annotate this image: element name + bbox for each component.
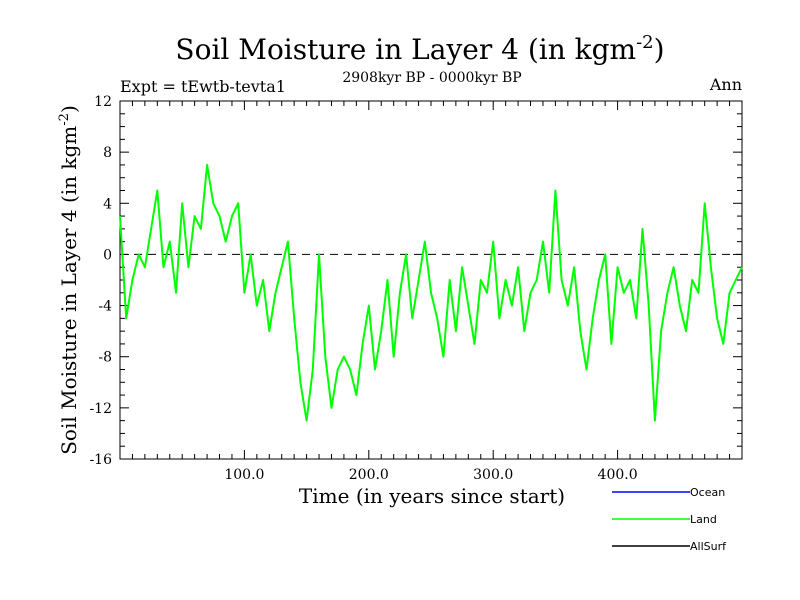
y-tick-label: -4 (98, 299, 112, 315)
axis-ticks (120, 100, 742, 460)
legend-label-ocean: Ocean (690, 486, 725, 499)
x-tick-label: 400.0 (598, 467, 638, 483)
x-tick-label: 300.0 (473, 467, 513, 483)
period-label: 2908kyr BP - 0000kyr BP (342, 70, 521, 86)
y-tick-label: -16 (89, 452, 112, 468)
legend-label-allsurf: AllSurf (690, 540, 727, 553)
y-tick-label: 0 (103, 247, 112, 263)
y-tick-label: 4 (103, 196, 112, 212)
y-tick-label: 8 (103, 145, 112, 161)
legend: Ocean Land AllSurf (612, 486, 727, 553)
y-tick-label: 12 (94, 94, 112, 110)
x-tick-label: 100.0 (224, 467, 264, 483)
series-line-land (119, 163, 743, 422)
x-axis-label: Time (in years since start) (299, 484, 565, 508)
chart-title: Soil Moisture in Layer 4 (in kgm-2) (175, 32, 664, 66)
y-tick-label: -8 (98, 350, 112, 366)
y-axis-label: Soil Moisture in Layer 4 (in kgm-2) (57, 105, 81, 455)
plot-area-frame (119, 100, 743, 460)
series-group (119, 163, 743, 422)
experiment-label: Expt = tEwtb-tevta1 (120, 77, 286, 96)
y-tick-labels: -16 -12 -8 -4 0 4 8 12 (89, 94, 112, 468)
season-label: Ann (709, 75, 742, 94)
x-tick-labels: 100.0 200.0 300.0 400.0 (224, 467, 637, 483)
x-tick-label: 200.0 (349, 467, 389, 483)
y-tick-label: -12 (89, 401, 112, 417)
legend-label-land: Land (690, 513, 717, 526)
